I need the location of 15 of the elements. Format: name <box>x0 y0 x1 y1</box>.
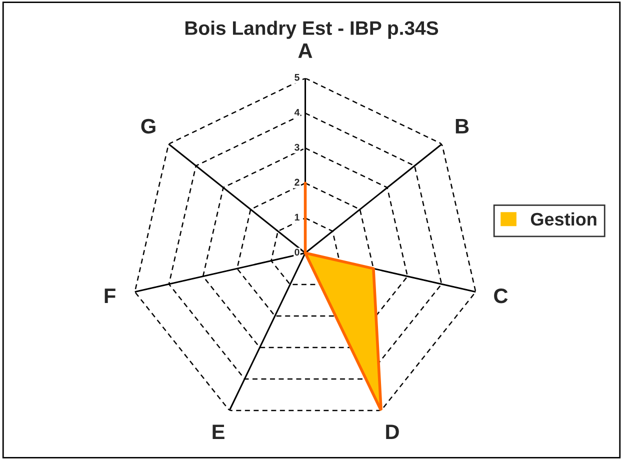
spoke-label: G <box>141 118 156 134</box>
spoke-label: E <box>212 424 224 440</box>
y-tick-label: 5 <box>294 74 300 81</box>
chart-title: Bois Landry Est - IBP p.34S <box>185 20 438 39</box>
spoke-label: F <box>104 288 116 303</box>
spoke-label: A <box>298 44 312 58</box>
y-tick-label: 2 <box>294 178 300 186</box>
y-tick-label: 4 <box>294 108 300 116</box>
spoke-label: B <box>456 119 469 134</box>
spoke-label: D <box>386 424 399 440</box>
legend-label: Gestion <box>530 212 596 226</box>
spoke-label: C <box>494 288 508 304</box>
y-tick-label: 3 <box>294 144 300 151</box>
y-tick-label: 1 <box>294 214 300 221</box>
y-tick-label: 0 <box>294 248 300 256</box>
